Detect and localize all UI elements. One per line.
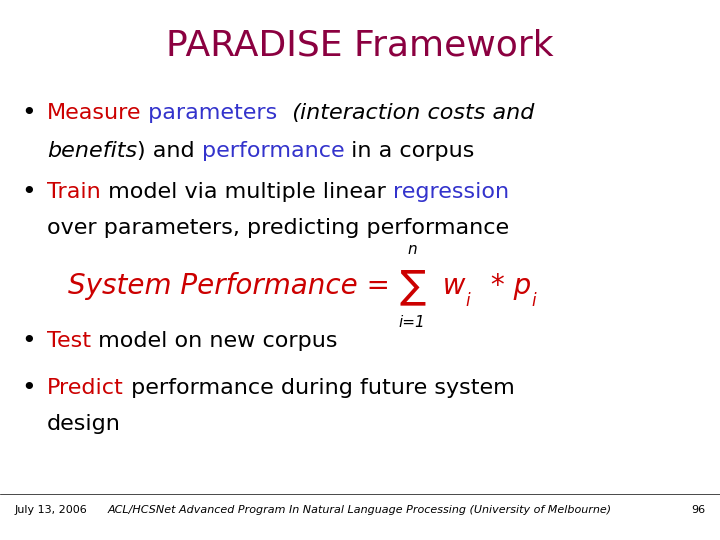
Text: parameters: parameters bbox=[141, 103, 277, 124]
Text: •: • bbox=[22, 376, 36, 400]
Text: w: w bbox=[426, 272, 466, 300]
Text: (: ( bbox=[277, 103, 300, 124]
Text: in a corpus: in a corpus bbox=[344, 141, 474, 161]
Text: i: i bbox=[531, 292, 536, 310]
Text: design: design bbox=[47, 414, 121, 434]
Text: i: i bbox=[466, 292, 471, 310]
Text: •: • bbox=[22, 102, 36, 125]
Text: model on new corpus: model on new corpus bbox=[91, 331, 337, 352]
Text: Train: Train bbox=[47, 181, 101, 202]
Text: i=1: i=1 bbox=[399, 315, 426, 330]
Text: •: • bbox=[22, 180, 36, 204]
Text: model via multiple linear: model via multiple linear bbox=[101, 181, 392, 202]
Text: over parameters, predicting performance: over parameters, predicting performance bbox=[47, 218, 509, 238]
Text: ) and: ) and bbox=[137, 141, 202, 161]
Text: performance: performance bbox=[202, 141, 344, 161]
Text: System Performance =: System Performance = bbox=[68, 272, 399, 300]
Text: Test: Test bbox=[47, 331, 91, 352]
Text: ACL/HCSNet Advanced Program In Natural Language Processing (University of Melbou: ACL/HCSNet Advanced Program In Natural L… bbox=[108, 505, 612, 515]
Text: ∑: ∑ bbox=[399, 267, 426, 305]
Text: regression: regression bbox=[392, 181, 508, 202]
Text: •: • bbox=[22, 329, 36, 353]
Text: July 13, 2006: July 13, 2006 bbox=[14, 505, 87, 515]
Text: n: n bbox=[408, 242, 417, 257]
Text: benefits: benefits bbox=[47, 141, 137, 161]
Text: interaction costs and: interaction costs and bbox=[300, 103, 535, 124]
Text: Predict: Predict bbox=[47, 377, 124, 398]
Text: PARADISE Framework: PARADISE Framework bbox=[166, 29, 554, 63]
Text: performance during future system: performance during future system bbox=[124, 377, 514, 398]
Text: Measure: Measure bbox=[47, 103, 141, 124]
Text: 96: 96 bbox=[691, 505, 706, 515]
Text: * p: * p bbox=[482, 272, 531, 300]
